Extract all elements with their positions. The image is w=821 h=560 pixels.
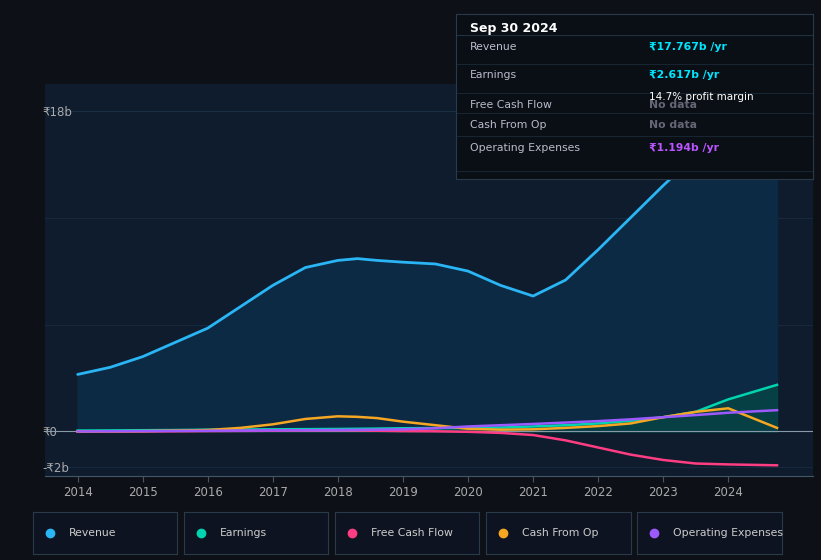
Text: No data: No data [649,100,696,110]
Text: Sep 30 2024: Sep 30 2024 [470,22,557,35]
Text: ₹17.767b /yr: ₹17.767b /yr [649,42,727,52]
Text: Cash From Op: Cash From Op [470,120,547,130]
Text: Cash From Op: Cash From Op [522,529,599,538]
Text: ₹1.194b /yr: ₹1.194b /yr [649,143,718,153]
Text: Earnings: Earnings [470,70,517,80]
Text: Earnings: Earnings [220,529,267,538]
Text: Operating Expenses: Operating Expenses [470,143,580,153]
Text: Revenue: Revenue [470,42,517,52]
Text: Free Cash Flow: Free Cash Flow [470,100,552,110]
Text: Revenue: Revenue [69,529,117,538]
Text: No data: No data [649,120,696,130]
Text: 14.7% profit margin: 14.7% profit margin [649,92,753,102]
Text: ₹2.617b /yr: ₹2.617b /yr [649,70,718,80]
Text: Free Cash Flow: Free Cash Flow [371,529,453,538]
Text: Operating Expenses: Operating Expenses [673,529,783,538]
